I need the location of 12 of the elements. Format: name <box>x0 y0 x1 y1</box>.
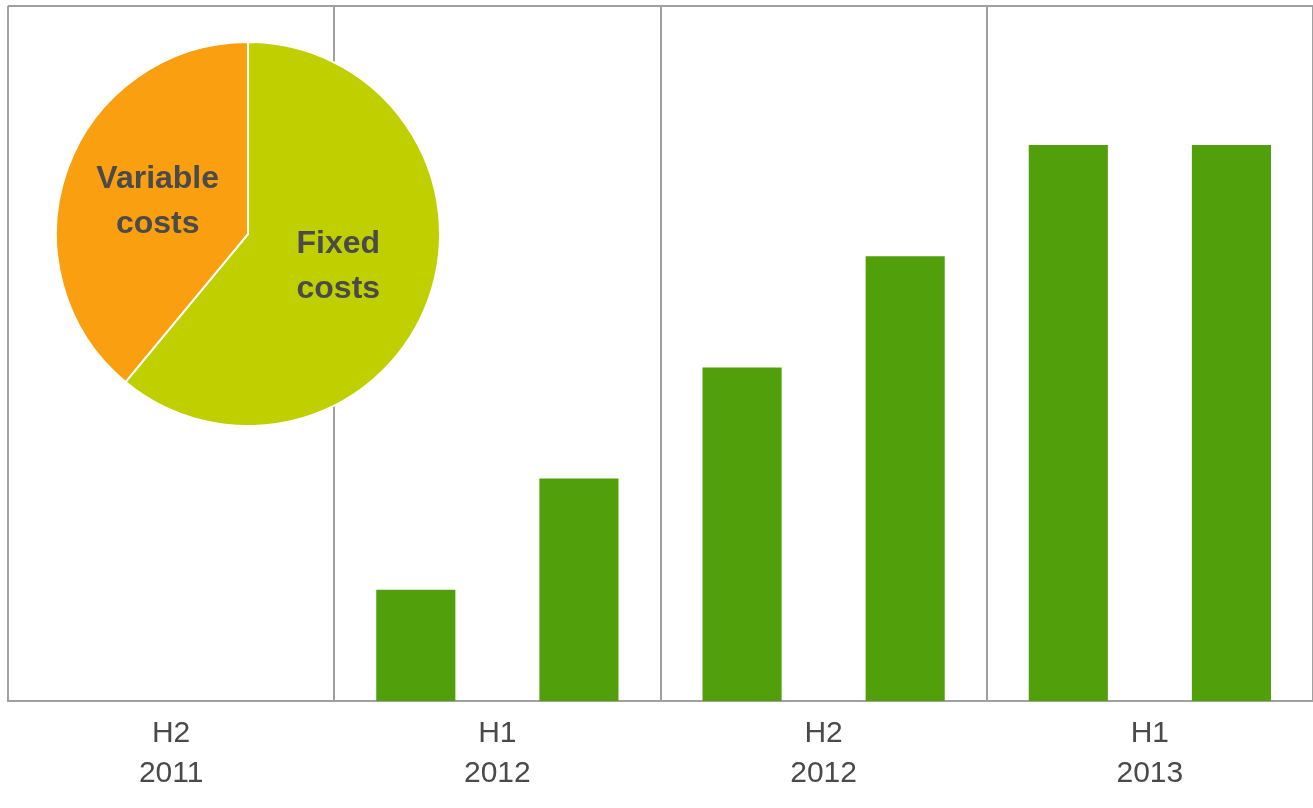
bar <box>702 367 782 701</box>
x-tick-label: H1 2013 <box>1116 714 1184 789</box>
bar <box>376 589 456 701</box>
slice-label: Variable costs <box>96 158 220 240</box>
slice-label: Fixed costs <box>296 223 381 305</box>
x-tick-label: H1 2012 <box>464 714 531 789</box>
x-tick-label: H2 2012 <box>790 714 857 789</box>
bar <box>865 256 945 701</box>
x-tick-label: H2 2011 <box>138 714 204 789</box>
bar <box>1028 145 1108 701</box>
bar <box>1191 145 1271 701</box>
bar <box>539 478 619 701</box>
